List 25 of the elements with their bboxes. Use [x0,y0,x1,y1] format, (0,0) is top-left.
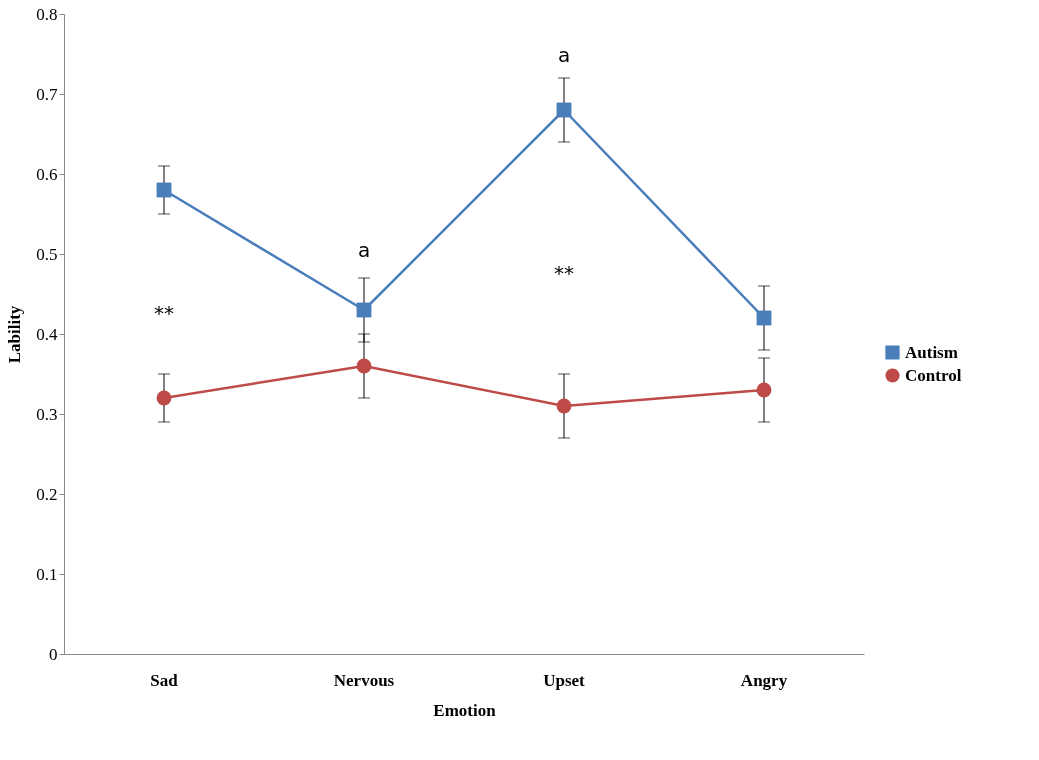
x-tick-label: Nervous [333,670,395,690]
y-tick-label: 0.2 [36,484,58,504]
annotation: a [357,238,371,262]
point [756,382,772,398]
x-tick-label: Angry [740,670,788,690]
annotation: a [557,43,571,67]
y-tick-label: 0.7 [36,84,58,104]
point [156,390,172,406]
y-tick-label: 0.5 [36,244,58,264]
legend-label: Control [905,365,962,385]
y-tick-label: 0.4 [36,324,58,344]
x-tick-label: Sad [150,670,179,690]
x-tick-label: Upset [543,670,586,690]
annotation: ** [554,261,574,285]
y-tick-label: 0.3 [36,404,58,424]
y-tick-label: 0 [49,644,58,664]
legend-label: Autism [905,342,958,362]
x-axis-title: Emotion [433,700,497,720]
y-tick-label: 0.8 [36,4,58,24]
y-tick-label: 0.6 [36,164,58,184]
y-tick-label: 0.1 [36,564,58,584]
point [356,358,372,374]
y-axis-title: Lability [5,305,25,364]
point [556,398,572,414]
annotation: ** [154,301,174,325]
